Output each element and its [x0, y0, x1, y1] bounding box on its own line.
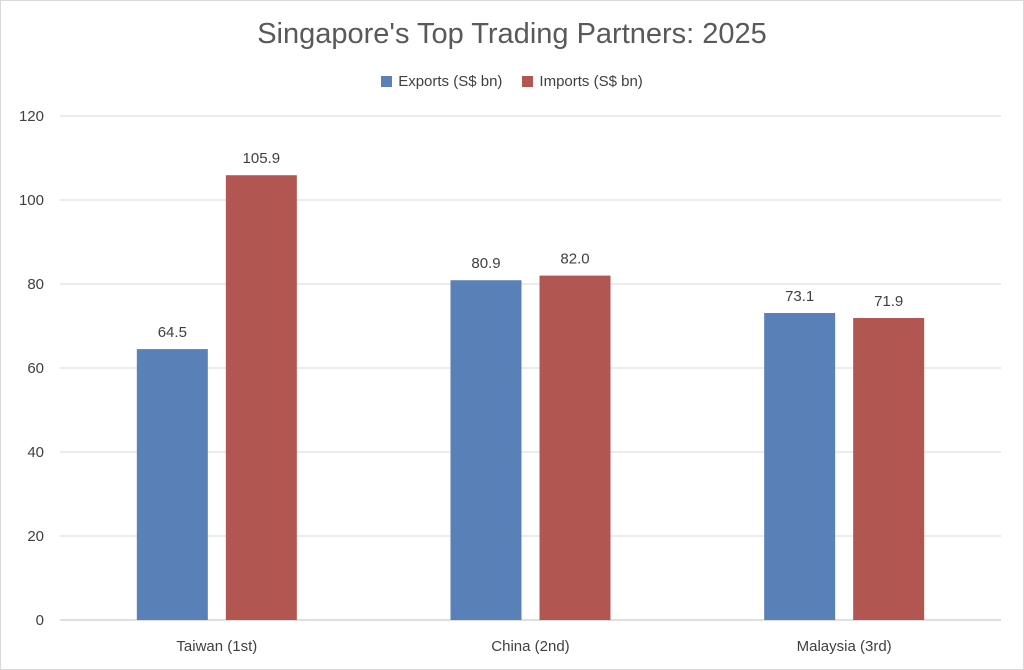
- y-tick-label: 120: [19, 108, 44, 125]
- y-tick-label: 0: [36, 612, 44, 629]
- y-tick-label: 60: [27, 360, 44, 377]
- bar-imports: [225, 175, 297, 620]
- bar-imports: [539, 275, 611, 620]
- x-category-label: Taiwan (1st): [176, 638, 257, 655]
- data-label: 80.9: [471, 255, 500, 272]
- legend-item-imports: Imports (S$ bn): [522, 73, 643, 90]
- bar-imports: [853, 318, 925, 620]
- y-tick-label: 80: [27, 276, 44, 293]
- data-label: 105.9: [243, 150, 281, 167]
- x-category-label: China (2nd): [491, 638, 569, 655]
- data-label: 64.5: [158, 324, 187, 341]
- legend-swatch-exports: [381, 76, 393, 87]
- bar-exports: [764, 312, 836, 620]
- y-tick-label: 20: [27, 528, 44, 545]
- legend-label-exports: Exports (S$ bn): [398, 73, 503, 90]
- data-label: 73.1: [785, 288, 814, 305]
- y-tick-label: 40: [27, 444, 44, 461]
- chart-title: Singapore's Top Trading Partners: 2025: [257, 18, 767, 50]
- legend-item-exports: Exports (S$ bn): [381, 73, 502, 90]
- bar-exports: [450, 280, 522, 620]
- y-tick-label: 100: [19, 192, 44, 209]
- legend-swatch-imports: [522, 76, 534, 87]
- data-label: 82.0: [560, 251, 589, 268]
- chart-legend: Exports (S$ bn) Imports (S$ bn): [0, 73, 1024, 90]
- x-category-label: Malaysia (3rd): [797, 638, 892, 655]
- bar-exports: [136, 349, 208, 620]
- data-label: 71.9: [874, 293, 903, 310]
- legend-label-imports: Imports (S$ bn): [539, 73, 643, 90]
